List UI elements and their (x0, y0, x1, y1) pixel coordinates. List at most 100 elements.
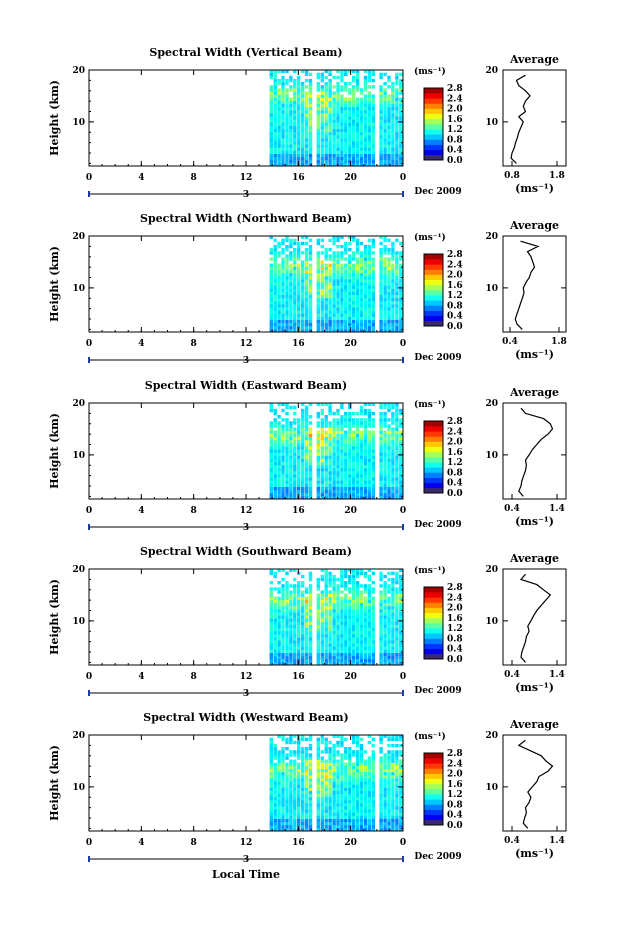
heatmap-cell (269, 596, 273, 600)
heatmap-cell (379, 584, 383, 588)
heatmap-cell (289, 244, 293, 249)
heatmap-cell (371, 803, 375, 807)
heatmap-cell (308, 78, 313, 83)
heatmap-cell (391, 122, 395, 126)
heatmap-cell (285, 288, 289, 292)
heatmap-cell (395, 489, 399, 494)
heatmap-cell (301, 471, 305, 475)
heatmap-cell (320, 319, 324, 324)
heatmap-cell (293, 304, 297, 308)
heatmap-cell (328, 304, 332, 308)
heatmap-cell (324, 131, 328, 136)
colorbar-cell (424, 149, 443, 156)
heatmap-cell (359, 141, 364, 145)
heatmap-cell (336, 97, 340, 101)
heatmap-cell (399, 254, 403, 258)
heatmap-cell (324, 649, 328, 653)
heatmap-cell (399, 480, 403, 484)
heatmap-cell (344, 765, 348, 770)
heatmap-cell (308, 85, 313, 89)
heatmap-cell (399, 640, 403, 644)
heatmap-cell (344, 768, 348, 773)
heatmap-cell (355, 646, 360, 650)
heatmap-cell (324, 418, 328, 422)
heatmap-cell (383, 787, 387, 791)
heatmap-cell (277, 759, 281, 763)
heatmap-cell (324, 113, 328, 117)
heatmap-cell (308, 282, 313, 286)
heatmap-cell (281, 649, 285, 653)
heatmap-cell (324, 288, 328, 292)
heatmap-cell (355, 590, 360, 594)
heatmap-cell (367, 446, 372, 450)
heatmap-cell (304, 263, 309, 267)
heatmap-cell (387, 310, 391, 314)
heatmap-cell (281, 131, 285, 136)
heatmap-cell (304, 150, 309, 154)
average-frame (502, 69, 567, 167)
heatmap-cell (328, 430, 332, 434)
heatmap-cell (352, 618, 356, 622)
heatmap-cell (277, 313, 281, 317)
heatmap-cell (363, 455, 368, 459)
heatmap-cell (387, 405, 391, 410)
heatmap-cell (371, 100, 375, 105)
heatmap-cell (391, 824, 395, 829)
heatmap-cell (320, 652, 324, 657)
heatmap-cell (332, 662, 336, 666)
colorbar-tick-label: 0.4 (447, 479, 463, 489)
heatmap-cell (395, 464, 399, 469)
heatmap-cell (328, 153, 332, 158)
heatmap-cell (352, 310, 356, 314)
heatmap-cell (269, 107, 273, 111)
heatmap-cell (399, 781, 403, 785)
heatmap-cell (316, 803, 320, 807)
heatmap-cell (269, 279, 273, 283)
heatmap-cell (328, 649, 332, 653)
heatmap-cell (301, 322, 305, 327)
heatmap-cell (336, 94, 340, 98)
heatmap-cell (316, 297, 320, 302)
heatmap-cell (301, 762, 305, 766)
heatmap-cell (316, 609, 320, 613)
heatmap-cell (320, 796, 324, 801)
heatmap-cell (352, 824, 356, 829)
heatmap-cell (301, 496, 305, 500)
heatmap-cell (344, 329, 348, 333)
heatmap-cell (301, 294, 305, 299)
colorbar-cell (424, 607, 443, 614)
heatmap-cell (324, 464, 328, 469)
heatmap-cell (301, 110, 305, 114)
heatmap-cell (301, 131, 305, 136)
heatmap-cell (363, 750, 368, 754)
heatmap-cell (363, 815, 368, 819)
heatmap-cell (359, 273, 364, 277)
heatmap-cell (328, 100, 332, 105)
heatmap-cell (297, 468, 301, 472)
heatmap-cell (399, 82, 403, 86)
heatmap-cell (301, 734, 305, 738)
heatmap-cell (293, 433, 297, 438)
heatmap-cell (352, 128, 356, 133)
heatmap-cell (348, 107, 352, 111)
heatmap-cell (363, 244, 368, 249)
heatmap-cell (363, 131, 368, 136)
heatmap-cell (399, 159, 403, 164)
heatmap-cell (320, 464, 324, 469)
heatmap-cell (383, 329, 387, 333)
heatmap-cell (316, 100, 320, 105)
heatmap-cell (293, 815, 297, 819)
heatmap-cell (340, 440, 344, 444)
x-tick-label: 8 (191, 838, 197, 848)
heatmap-cell (387, 461, 391, 466)
heatmap-cell (320, 85, 324, 89)
heatmap-cell (355, 257, 360, 261)
heatmap-cell (340, 244, 344, 249)
heatmap-cell (293, 477, 297, 481)
heatmap-cell (277, 273, 281, 277)
heatmap-cell (332, 254, 336, 258)
heatmap-cell (273, 436, 277, 441)
heatmap-cell (297, 587, 301, 591)
heatmap-cell (289, 734, 293, 738)
heatmap-cell (308, 125, 313, 129)
